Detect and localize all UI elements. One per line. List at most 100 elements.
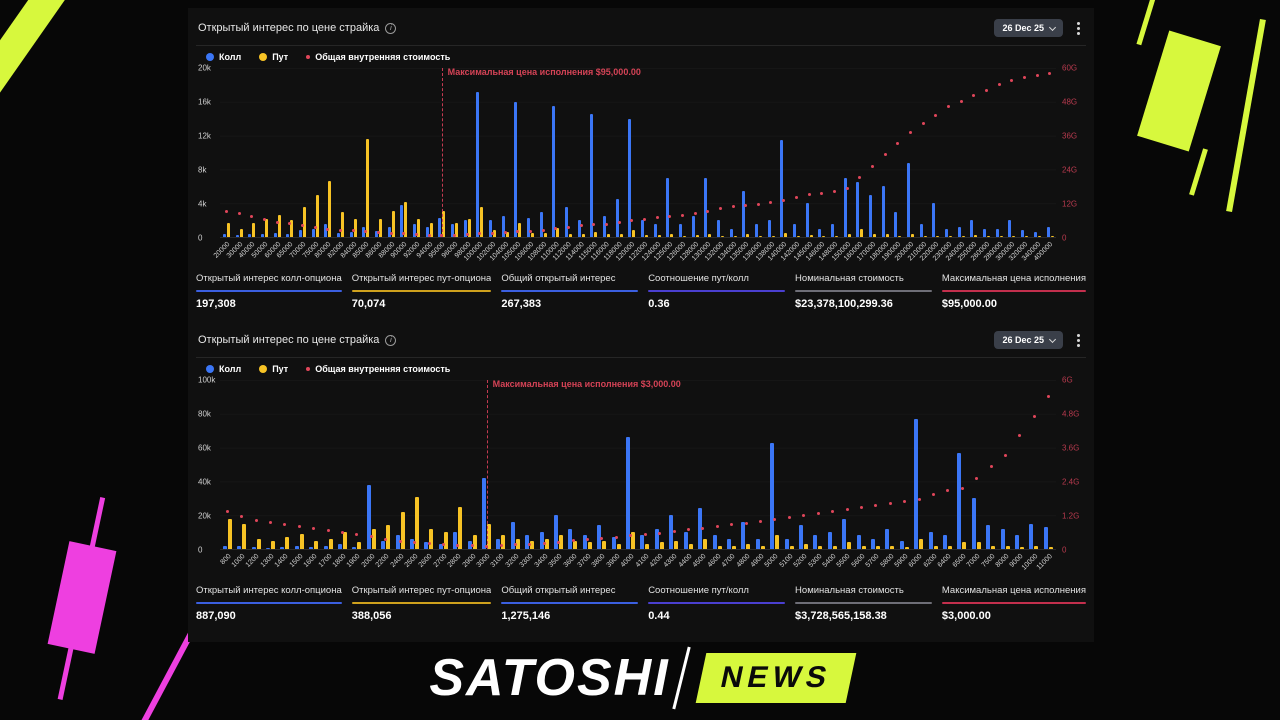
call-bar bbox=[842, 518, 847, 549]
put-bar bbox=[315, 194, 319, 237]
stat-underline bbox=[196, 602, 342, 604]
y-axis-tick-left: 16k bbox=[198, 97, 211, 107]
bar-group bbox=[278, 380, 292, 549]
put-bar bbox=[961, 236, 965, 237]
call-bar bbox=[726, 538, 731, 549]
bar-group bbox=[778, 68, 791, 237]
put-bar bbox=[733, 236, 737, 237]
call-bar bbox=[280, 547, 285, 549]
info-icon[interactable]: i bbox=[385, 334, 397, 346]
bar-group bbox=[258, 68, 271, 237]
bar-group bbox=[825, 380, 839, 549]
put-bar bbox=[239, 228, 243, 237]
bar-group bbox=[710, 380, 724, 549]
x-axis-label: 6000 bbox=[908, 553, 925, 569]
intrinsic-dot-icon bbox=[306, 55, 311, 59]
put-bar bbox=[948, 546, 953, 549]
put-bar bbox=[242, 523, 247, 549]
x-axis-label: 4500 bbox=[691, 553, 708, 569]
bar-group bbox=[926, 380, 940, 549]
call-bar bbox=[742, 190, 746, 237]
legend-item[interactable]: Колл bbox=[206, 52, 241, 62]
bar-group bbox=[499, 68, 512, 237]
stat-underline bbox=[941, 602, 1086, 604]
x-axis-label: 6400 bbox=[936, 553, 953, 569]
bar-group bbox=[423, 68, 436, 237]
call-bar bbox=[273, 232, 277, 237]
bar-group bbox=[1012, 380, 1026, 549]
bar-group bbox=[600, 68, 613, 237]
x-axis-label: 4100 bbox=[634, 553, 651, 569]
put-bar bbox=[962, 542, 967, 549]
bar-group bbox=[1041, 380, 1055, 549]
put-bar bbox=[803, 543, 808, 549]
info-icon[interactable]: i bbox=[385, 22, 397, 34]
bar-group bbox=[523, 380, 537, 549]
bar-group bbox=[220, 380, 234, 549]
x-axis-label: 5500 bbox=[835, 553, 852, 569]
legend-item[interactable]: Общая внутренняя стоимость bbox=[306, 52, 450, 62]
put-bar bbox=[505, 231, 509, 237]
call-bar bbox=[1046, 226, 1050, 237]
legend-label: Колл bbox=[219, 52, 242, 62]
bar-group bbox=[790, 68, 803, 237]
intrinsic-dot-icon bbox=[306, 367, 311, 371]
call-bar bbox=[222, 545, 227, 549]
chart-legend: Колл Пут Общая внутренняя стоимость bbox=[196, 358, 1086, 380]
stat-label: Общий открытый интерес bbox=[501, 273, 616, 284]
call-bar bbox=[438, 543, 443, 549]
x-axis-label: 4900 bbox=[749, 553, 766, 569]
x-axis-label: 2800 bbox=[446, 553, 463, 569]
y-axis-tick-right: 0 bbox=[1062, 233, 1067, 243]
bar-group bbox=[892, 68, 905, 237]
bar-group bbox=[448, 68, 461, 237]
news-badge-label: NEWS bbox=[717, 661, 835, 694]
legend-item[interactable]: Пут bbox=[259, 52, 288, 62]
max-pain-line: Максимальная цена исполнения $3,000.00 bbox=[486, 379, 681, 549]
kebab-menu-icon[interactable] bbox=[1077, 26, 1080, 30]
bar-group bbox=[422, 380, 436, 549]
stat-label: Открытый интерес колл-опциона bbox=[196, 585, 342, 596]
chart-area: 100k 80k 60k 40k 20k 0 Максимальная цена испо… bbox=[196, 376, 1086, 555]
bar-group bbox=[969, 380, 983, 549]
legend-item[interactable]: Пут bbox=[259, 364, 288, 374]
diagonal-line-top-right bbox=[1226, 18, 1266, 213]
call-bar bbox=[362, 226, 366, 237]
y-axis-tick-right: 12G bbox=[1062, 199, 1078, 209]
kebab-menu-icon[interactable] bbox=[1077, 338, 1080, 342]
call-bar bbox=[628, 118, 632, 237]
stat-value: 0.36 bbox=[648, 298, 670, 310]
bar-group bbox=[740, 68, 753, 237]
candle-body-bottom-left bbox=[47, 541, 117, 654]
call-bar bbox=[881, 186, 885, 237]
chart-panel-eth: Открытый интерес по цене страйка i 26 De… bbox=[196, 328, 1086, 628]
bar-group bbox=[378, 380, 392, 549]
put-bar bbox=[530, 232, 534, 237]
date-selector[interactable]: 26 Dec 25 bbox=[994, 19, 1063, 37]
call-bar bbox=[352, 547, 357, 549]
x-axis-label: 1400 bbox=[273, 553, 290, 569]
call-bar bbox=[476, 91, 480, 237]
call-bar bbox=[870, 538, 875, 549]
max-pain-line: Максимальная цена исполнения $95,000.00 bbox=[441, 67, 641, 237]
call-bar bbox=[957, 452, 962, 549]
legend-item[interactable]: Общая внутренняя стоимость bbox=[306, 364, 450, 374]
date-selector[interactable]: 26 Dec 25 bbox=[994, 331, 1063, 349]
x-axis-label: 3400 bbox=[533, 553, 550, 569]
stat-underline bbox=[941, 290, 1086, 292]
bar-group bbox=[372, 68, 385, 237]
bar-group bbox=[551, 380, 565, 549]
bar-group bbox=[461, 68, 474, 237]
bar-group bbox=[767, 380, 781, 549]
bar-group bbox=[681, 380, 695, 549]
put-bar bbox=[515, 538, 520, 549]
stats-row: Открытый интерес колл-опциона 197,308 Откр… bbox=[196, 273, 1086, 316]
bar-group bbox=[955, 380, 969, 549]
stat-label: Открытый интерес пут-опциона bbox=[351, 585, 492, 596]
legend-item[interactable]: Колл bbox=[206, 364, 241, 374]
bar-group bbox=[359, 68, 372, 237]
bar-group bbox=[537, 380, 551, 549]
put-bar bbox=[366, 138, 370, 237]
put-bar bbox=[933, 545, 938, 549]
bar-group bbox=[575, 68, 588, 237]
